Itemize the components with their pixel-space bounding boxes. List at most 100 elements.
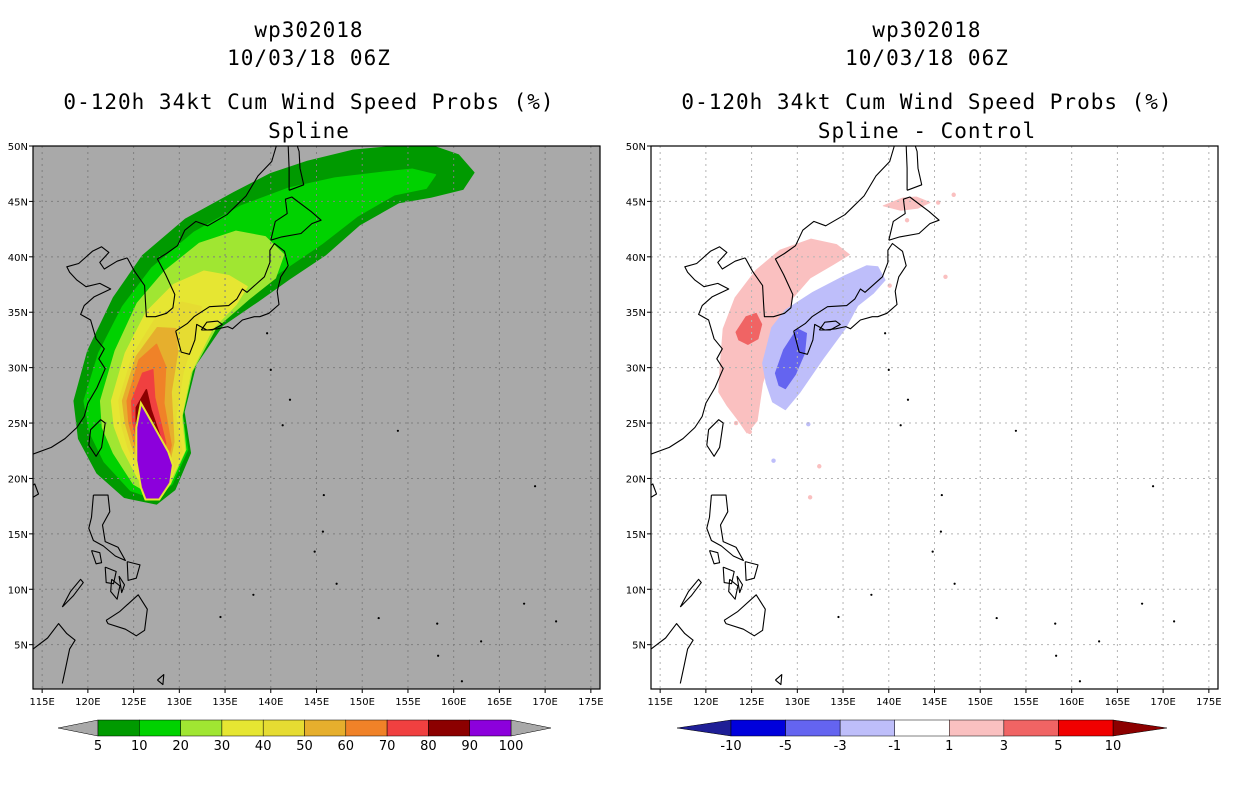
colorbar-swatch (786, 720, 841, 736)
island (480, 640, 482, 642)
lon-label: 130E (167, 697, 192, 708)
colorbar-swatch (305, 720, 346, 736)
lat-label: 50N (8, 142, 28, 153)
positive-diff-speck (808, 495, 812, 499)
lon-label: 150E (968, 697, 993, 708)
colorbar-swatch (222, 720, 263, 736)
island (837, 616, 839, 618)
island (270, 369, 272, 371)
lon-label: 130E (785, 697, 810, 708)
lon-label: 175E (578, 697, 603, 708)
island (1054, 623, 1056, 625)
positive-diff-speck (748, 430, 752, 434)
colorbar-swatch (840, 720, 895, 736)
island (436, 623, 438, 625)
island (1015, 430, 1017, 432)
lat-label: 5N (14, 641, 28, 652)
lon-label: 145E (922, 697, 947, 708)
colorbar-low-arrow (677, 720, 731, 736)
lat-label: 50N (626, 142, 646, 153)
island (397, 430, 399, 432)
colorbar-label: 10 (1105, 739, 1122, 754)
island (1152, 485, 1154, 487)
colorbar-label: -1 (888, 739, 901, 754)
lon-label: 115E (647, 697, 672, 708)
colorbar-swatch (949, 720, 1004, 736)
lat-label: 15N (626, 530, 646, 541)
colorbar-label: 30 (214, 739, 231, 754)
colorbar-label: 10 (131, 739, 148, 754)
island (523, 603, 525, 605)
colorbar-label: -10 (720, 739, 741, 754)
island (870, 594, 872, 596)
island (884, 332, 886, 334)
colorbar-high-arrow (1113, 720, 1167, 736)
colorbar-label: 5 (94, 739, 102, 754)
lat-label: 40N (626, 253, 646, 264)
colorbar-label: 20 (172, 739, 189, 754)
lat-label: 35N (8, 308, 28, 319)
island (534, 485, 536, 487)
lon-label: 170E (1150, 697, 1175, 708)
lon-label: 165E (1105, 697, 1130, 708)
island (932, 550, 934, 552)
lon-label: 135E (212, 697, 237, 708)
colorbar-label: 40 (255, 739, 272, 754)
lat-label: 20N (8, 474, 28, 485)
spline-panel: wp302018 10/03/18 06Z 0-120h 34kt Cum Wi… (0, 0, 618, 800)
lon-label: 170E (532, 697, 557, 708)
lat-label: 10N (8, 585, 28, 596)
island (900, 424, 902, 426)
colorbar-swatch (387, 720, 428, 736)
island (941, 494, 943, 496)
difference-colorbar: -10 -5 -3 -1 1 3 5 10 (677, 720, 1167, 754)
lon-label: 125E (739, 697, 764, 708)
island (1098, 640, 1100, 642)
colorbar-label: 1 (945, 739, 953, 754)
colorbar-swatch (181, 720, 222, 736)
colorbar-swatch (98, 720, 139, 736)
colorbar-label: 80 (420, 739, 437, 754)
island (1141, 603, 1143, 605)
island (266, 332, 268, 334)
colorbar-swatch (139, 720, 180, 736)
lon-label: 120E (75, 697, 100, 708)
colorbar-swatch (731, 720, 786, 736)
lon-label: 115E (29, 697, 54, 708)
colorbar-swatch (346, 720, 387, 736)
island (954, 583, 956, 585)
lon-label: 135E (830, 697, 855, 708)
lon-label: 120E (693, 697, 718, 708)
lat-label: 30N (626, 364, 646, 375)
colorbar-low-arrow (58, 720, 98, 736)
island (461, 680, 463, 682)
positive-diff-speck (952, 193, 956, 197)
lat-label: 20N (626, 474, 646, 485)
lat-label: 10N (626, 585, 646, 596)
colorbar-label: 50 (296, 739, 313, 754)
island (252, 594, 254, 596)
lon-label: 160E (441, 697, 466, 708)
island (888, 369, 890, 371)
positive-diff-speck (817, 464, 821, 468)
island (437, 655, 439, 657)
colorbar-swatch (1004, 720, 1059, 736)
island (219, 616, 221, 618)
positive-diff-speck (943, 275, 947, 279)
lon-label: 160E (1059, 697, 1084, 708)
spline-map: 115E 120E 125E 130E 135E 140E 145E 150E 155E 160E… (0, 0, 618, 800)
lat-label: 15N (8, 530, 28, 541)
lat-label: 40N (8, 253, 28, 264)
lat-label: 45N (8, 197, 28, 208)
lat-label: 35N (626, 308, 646, 319)
island (1079, 680, 1081, 682)
colorbar-label: 70 (379, 739, 396, 754)
colorbar-label: -5 (779, 739, 792, 754)
lon-label: 150E (350, 697, 375, 708)
island (378, 617, 380, 619)
island (323, 494, 325, 496)
island (1173, 620, 1175, 622)
lon-label: 175E (1196, 697, 1221, 708)
island (555, 620, 557, 622)
lat-label: 25N (626, 419, 646, 430)
